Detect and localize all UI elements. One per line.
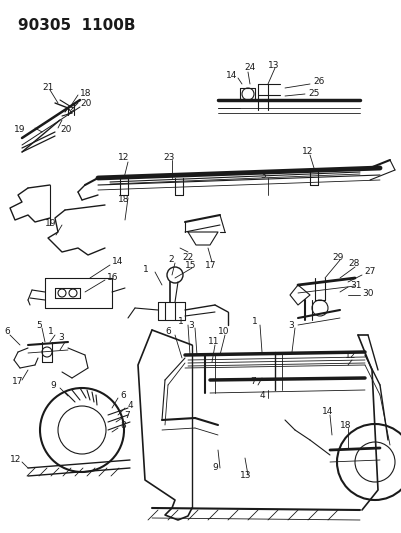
Text: 11: 11 — [207, 337, 219, 346]
Text: 17: 17 — [205, 261, 216, 270]
Text: 14: 14 — [321, 408, 332, 416]
Text: 20: 20 — [60, 125, 71, 134]
Text: 8: 8 — [120, 422, 126, 431]
Text: 3: 3 — [58, 334, 64, 343]
Text: 6: 6 — [4, 327, 10, 336]
Text: 29: 29 — [331, 253, 342, 262]
Text: 26: 26 — [312, 77, 324, 86]
Text: 20: 20 — [80, 99, 91, 108]
Text: 2: 2 — [168, 255, 173, 264]
Text: 10: 10 — [217, 327, 229, 336]
Text: 9: 9 — [211, 464, 217, 472]
Text: 6: 6 — [120, 391, 126, 400]
Text: 7: 7 — [124, 411, 130, 421]
Text: 15: 15 — [184, 261, 196, 270]
Text: 12: 12 — [301, 147, 313, 156]
Text: 13: 13 — [239, 471, 251, 480]
Text: 12: 12 — [344, 351, 356, 360]
Text: 23: 23 — [162, 152, 174, 161]
Text: 18: 18 — [118, 196, 129, 205]
Text: 18: 18 — [80, 88, 91, 98]
Text: 14: 14 — [225, 70, 237, 79]
Text: 24: 24 — [243, 63, 255, 72]
Text: 3: 3 — [287, 320, 293, 329]
Text: 6: 6 — [164, 327, 170, 336]
Text: 4: 4 — [128, 401, 133, 410]
Text: 27: 27 — [363, 268, 375, 277]
Text: 22: 22 — [182, 254, 193, 262]
Text: 25: 25 — [307, 88, 318, 98]
Text: 19: 19 — [45, 219, 57, 228]
Text: 17: 17 — [12, 377, 23, 386]
Text: 12: 12 — [10, 456, 21, 464]
Text: 14: 14 — [112, 257, 123, 266]
Text: 3: 3 — [188, 320, 193, 329]
Text: 18: 18 — [339, 421, 350, 430]
Text: 4: 4 — [259, 392, 265, 400]
Text: 31: 31 — [349, 280, 360, 289]
Text: 9: 9 — [50, 381, 56, 390]
Text: 16: 16 — [107, 273, 118, 282]
Text: 1: 1 — [48, 327, 54, 336]
Text: 5: 5 — [36, 320, 42, 329]
Text: 1: 1 — [251, 318, 257, 327]
Text: 13: 13 — [267, 61, 279, 69]
Text: 1: 1 — [143, 265, 148, 274]
Text: 12: 12 — [118, 154, 129, 163]
Text: 21: 21 — [42, 83, 53, 92]
Text: 28: 28 — [347, 260, 358, 269]
Text: 3: 3 — [259, 172, 265, 181]
Text: 1: 1 — [178, 318, 183, 327]
Text: 90305  1100B: 90305 1100B — [18, 18, 135, 33]
Text: 19: 19 — [14, 125, 25, 134]
Text: 7: 7 — [249, 377, 255, 386]
Text: 30: 30 — [361, 288, 373, 297]
